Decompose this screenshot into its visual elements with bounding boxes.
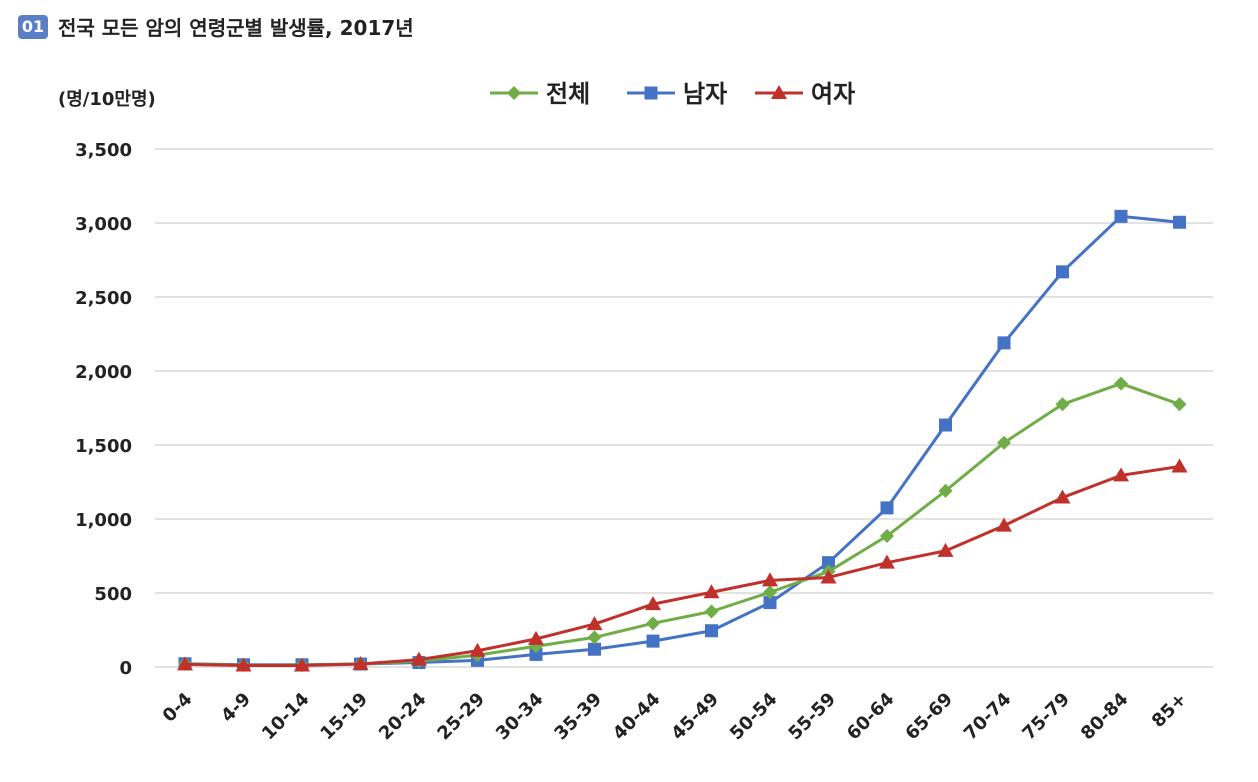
data-point-triangle: [586, 616, 603, 631]
data-point-triangle: [1171, 458, 1188, 473]
y-tick-label: 1,000: [75, 510, 132, 531]
data-point-diamond: [1172, 397, 1187, 412]
y-tick-label: 2,000: [75, 362, 132, 383]
data-point-square: [880, 501, 894, 515]
grid-lines: [155, 148, 1213, 668]
x-tick-label: 75-79: [1018, 689, 1074, 745]
series-lines: [177, 209, 1188, 673]
x-tick-label: 20-24: [375, 689, 431, 745]
legend-label: 여자: [811, 80, 855, 108]
data-point-square: [822, 556, 835, 570]
y-axis-ticks: 0 500 1,000 1,500 2,000 2,500 3,000 3,500: [75, 140, 132, 679]
data-point-diamond: [646, 616, 660, 631]
y-tick-label: 500: [94, 584, 132, 605]
x-tick-label: 0-4: [159, 689, 197, 727]
x-tick-label: 60-64: [843, 689, 899, 745]
x-tick-label: 30-34: [492, 689, 548, 745]
data-point-square: [939, 418, 952, 432]
data-point-diamond: [763, 585, 777, 600]
data-point-triangle: [352, 656, 369, 671]
y-axis-label: (명/10만명): [58, 89, 156, 110]
series-1: [178, 209, 1186, 672]
data-point-square: [705, 624, 718, 638]
data-point-square: [588, 642, 601, 656]
legend-item: 남자: [627, 80, 727, 108]
data-point-diamond: [1055, 397, 1070, 412]
x-tick-label: 15-19: [316, 689, 372, 745]
legend-label: 전체: [546, 80, 590, 108]
series-line: [184, 464, 1180, 668]
x-tick-label: 55-59: [784, 689, 840, 745]
legend-item: 전체: [490, 80, 590, 108]
data-point-triangle: [1113, 467, 1129, 482]
series-2: [177, 458, 1188, 672]
x-tick-label: 65-69: [901, 689, 957, 745]
legend-marker-square: [644, 86, 658, 100]
y-tick-label: 3,000: [75, 214, 132, 235]
data-point-square: [997, 336, 1011, 350]
y-tick-label: 1,500: [75, 436, 132, 457]
series-0: [178, 376, 1187, 673]
data-point-diamond: [587, 630, 602, 645]
data-point-triangle: [703, 584, 720, 599]
data-point-triangle: [177, 656, 193, 671]
x-tick-label: 25-29: [433, 689, 489, 745]
x-tick-label: 80-84: [1077, 689, 1133, 745]
chart-title: 전국 모든 암의 연령군별 발생률, 2017년: [58, 16, 414, 40]
x-tick-label: 4-9: [217, 689, 255, 727]
data-point-square: [763, 596, 777, 610]
legend-item: 여자: [755, 80, 855, 108]
data-point-triangle: [996, 517, 1012, 532]
legend-marker-diamond: [507, 86, 521, 100]
x-axis-ticks: 0-4 4-9 10-14 15-19 20-24 25-29 30-34 35-39 40-4…: [159, 689, 1191, 745]
legend: 전체 남자 여자: [490, 80, 855, 108]
x-tick-label: 45-49: [667, 689, 723, 745]
data-point-square: [1056, 265, 1069, 279]
data-point-diamond: [938, 483, 953, 498]
x-tick-label: 70-74: [960, 689, 1016, 745]
x-tick-label: 40-44: [609, 689, 665, 745]
data-point-triangle: [294, 657, 310, 672]
data-point-square: [1114, 209, 1128, 223]
chart-header: 01 전국 모든 암의 연령군별 발생률, 2017년: [18, 12, 414, 41]
x-tick-label: 50-54: [726, 689, 782, 745]
data-point-diamond: [1114, 376, 1128, 391]
data-point-triangle: [645, 596, 661, 611]
figure-number-badge: 01: [18, 14, 48, 39]
data-point-triangle: [1054, 489, 1071, 504]
legend-marker-triangle: [771, 85, 787, 99]
data-point-triangle: [820, 569, 837, 584]
data-point-triangle: [469, 642, 486, 657]
data-point-square: [529, 647, 543, 661]
data-point-diamond: [704, 604, 719, 619]
data-point-triangle: [235, 657, 252, 672]
data-point-triangle: [879, 554, 895, 569]
data-point-triangle: [762, 572, 778, 587]
series-line: [184, 382, 1181, 667]
data-point-triangle: [937, 542, 954, 557]
y-tick-label: 2,500: [75, 288, 132, 309]
data-point-triangle: [411, 651, 427, 666]
x-tick-label: 35-39: [550, 689, 606, 745]
data-point-diamond: [880, 529, 894, 544]
data-point-square: [1173, 215, 1186, 229]
y-tick-label: 0: [119, 658, 132, 679]
data-point-square: [646, 634, 660, 648]
data-point-diamond: [997, 435, 1011, 450]
y-tick-label: 3,500: [75, 140, 132, 161]
data-point-triangle: [528, 630, 544, 645]
legend-label: 남자: [683, 80, 727, 108]
x-tick-label: 85+: [1148, 689, 1191, 732]
x-tick-label: 10-14: [258, 689, 314, 745]
